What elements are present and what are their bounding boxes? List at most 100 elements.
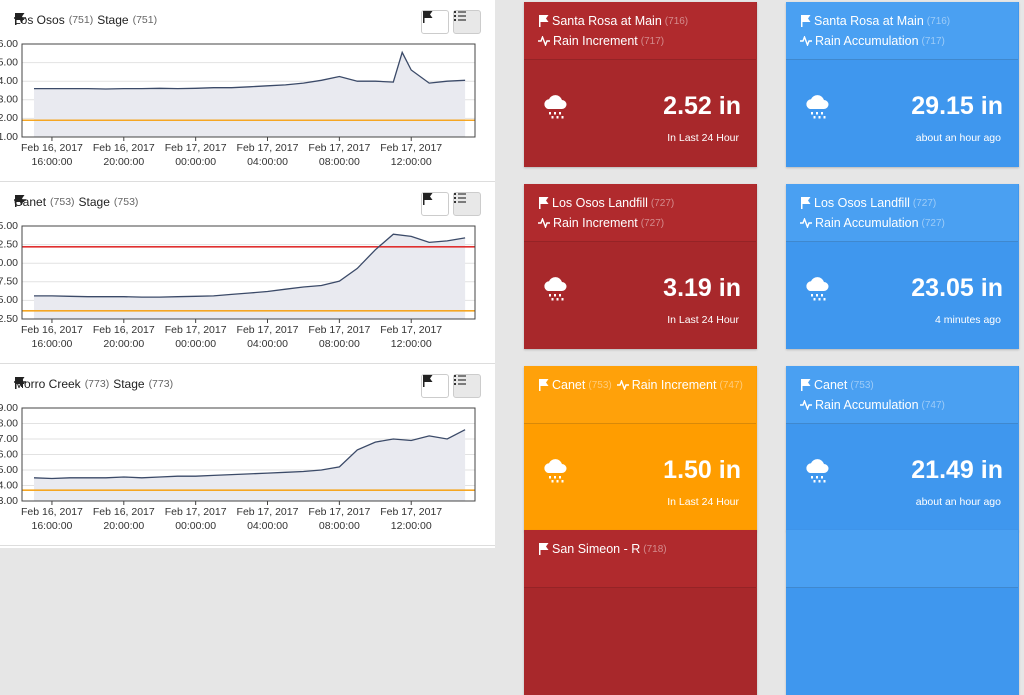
x-tick-label: Feb 17, 2017 00:00:00 xyxy=(164,142,227,168)
tile: Los Osos Landfill (727) Rain Increment (727… xyxy=(524,184,757,349)
list-button[interactable] xyxy=(453,374,481,398)
rain-drop xyxy=(551,116,554,119)
flag-button[interactable] xyxy=(421,192,449,216)
list-dot xyxy=(454,383,456,385)
rain-drop xyxy=(823,116,826,119)
tile-caption: In Last 24 Hour xyxy=(667,314,739,326)
rain-drop xyxy=(813,480,816,483)
list-bar xyxy=(458,11,466,13)
x-tick-label: Feb 17, 2017 04:00:00 xyxy=(236,142,299,168)
sensor-id: (747) xyxy=(921,399,945,411)
list-button[interactable] xyxy=(453,192,481,216)
x-tick-label: Feb 17, 2017 12:00:00 xyxy=(380,506,443,532)
flag-shape xyxy=(801,197,811,209)
x-tick-label: Feb 16, 2017 20:00:00 xyxy=(92,324,155,350)
sensor-shape xyxy=(800,218,812,228)
rain-drop xyxy=(554,476,556,479)
rain-drop xyxy=(559,294,561,297)
cloud xyxy=(544,95,567,109)
tile-value: 21.49 in xyxy=(911,456,1003,484)
sensor-icon xyxy=(538,36,550,46)
rain-drop xyxy=(811,294,813,297)
x-tick-label: Feb 16, 2017 20:00:00 xyxy=(92,142,155,168)
flag-icon xyxy=(539,197,549,209)
x-tick-label: Feb 17, 2017 08:00:00 xyxy=(308,324,371,350)
rain-drop xyxy=(551,480,554,483)
tile-header: San Simeon - R (718) xyxy=(524,530,756,588)
sensor-icon xyxy=(616,380,629,390)
tile-header: Santa Rosa at Main (716) Rain Increment (71… xyxy=(524,2,756,60)
station-id: (727) xyxy=(650,197,675,209)
x-tick-label: Feb 17, 2017 00:00:00 xyxy=(164,506,227,532)
rain-icon xyxy=(806,95,829,119)
flag-icon xyxy=(423,375,433,387)
rain-drop xyxy=(561,480,564,483)
sensor-icon xyxy=(14,13,26,23)
sensor-id: (773) xyxy=(148,378,174,390)
rain-drop xyxy=(561,116,564,119)
station-label: Los Osos Landfill (727) xyxy=(800,193,936,213)
tile-header: Canet (753) Rain Accumulation (747) xyxy=(786,366,1018,424)
flag-shape xyxy=(423,375,433,387)
list-bar xyxy=(458,379,466,381)
sensor-shape xyxy=(800,400,812,410)
sensor-id: (717) xyxy=(921,35,945,47)
y-tick-label: 5.00 xyxy=(0,464,18,476)
list-icon xyxy=(454,193,466,203)
sensor-shape xyxy=(14,13,26,23)
tile-caption: about an hour ago xyxy=(915,132,1001,144)
rain-icon xyxy=(806,459,829,483)
rain-drop xyxy=(811,476,813,479)
line xyxy=(34,50,466,90)
y-tick-label: 5.00 xyxy=(0,56,18,68)
station-id: (753) xyxy=(50,196,75,208)
sensor-icon xyxy=(800,36,812,46)
chart-panel: Los Osos (751) Stage (751) 1.00 2.00 3.00 4.00 5… xyxy=(0,0,495,182)
sensor-label: Rain Increment (747) xyxy=(616,375,743,395)
flag-icon xyxy=(801,379,811,391)
rain-drop xyxy=(813,116,816,119)
rain-icon xyxy=(806,277,829,301)
y-tick-label: 7.00 xyxy=(0,433,18,445)
y-tick-label: 1.00 xyxy=(0,131,18,143)
station-label: Canet (753) xyxy=(538,375,612,395)
chart-panel: Canet(753)Stage(753)2.505.007.5010.0012.… xyxy=(0,182,495,364)
x-tick-label: Feb 16, 2017 16:00:00 xyxy=(20,506,83,532)
rain-drop xyxy=(816,476,818,479)
station-name: Los Osos Landfill xyxy=(814,196,910,210)
sensor-name: Rain Increment xyxy=(553,34,638,48)
flag-button[interactable] xyxy=(421,10,449,34)
sensor-shape xyxy=(800,36,812,46)
list-button[interactable] xyxy=(453,10,481,34)
sensor-shape xyxy=(14,377,26,387)
plot-frame xyxy=(21,407,476,502)
list-icon xyxy=(454,375,466,385)
station-id: (751) xyxy=(68,14,94,26)
tile-value: 3.19 in xyxy=(663,274,741,302)
list-bar xyxy=(458,201,466,203)
flag-icon xyxy=(801,15,811,27)
flag-shape xyxy=(539,543,549,555)
rain-drop xyxy=(821,294,823,297)
x-tick-label: Feb 16, 2017 16:00:00 xyxy=(20,142,83,168)
y-tick-label: 8.00 xyxy=(0,417,18,429)
y-tick-label: 3.00 xyxy=(0,94,18,106)
area xyxy=(33,234,466,319)
list-dot xyxy=(454,375,456,377)
list-dot xyxy=(454,11,456,13)
rain-drop xyxy=(813,298,816,301)
flag-shape xyxy=(539,379,549,391)
sensor-name: Rain Accumulation xyxy=(815,34,919,48)
chart: 1.00 2.00 3.00 4.00 5.00 6.00 xyxy=(0,38,476,143)
tile-header: Santa Rosa at Main (716) Rain Accumulation… xyxy=(786,2,1018,60)
list-dot xyxy=(454,197,456,199)
station-id: (716) xyxy=(926,15,951,27)
sensor-icon xyxy=(800,218,812,228)
tile-caption: about an hour ago xyxy=(915,496,1001,508)
sensor-label: Rain Accumulation (717) xyxy=(800,31,945,51)
rain-drop xyxy=(818,116,821,119)
sensor-label: Rain Accumulation (747) xyxy=(800,395,945,415)
y-tick-label: 4.00 xyxy=(0,479,18,491)
tile: Los Osos Landfill (727) Rain Accumulation(… xyxy=(786,184,1019,349)
flag-button[interactable] xyxy=(421,374,449,398)
